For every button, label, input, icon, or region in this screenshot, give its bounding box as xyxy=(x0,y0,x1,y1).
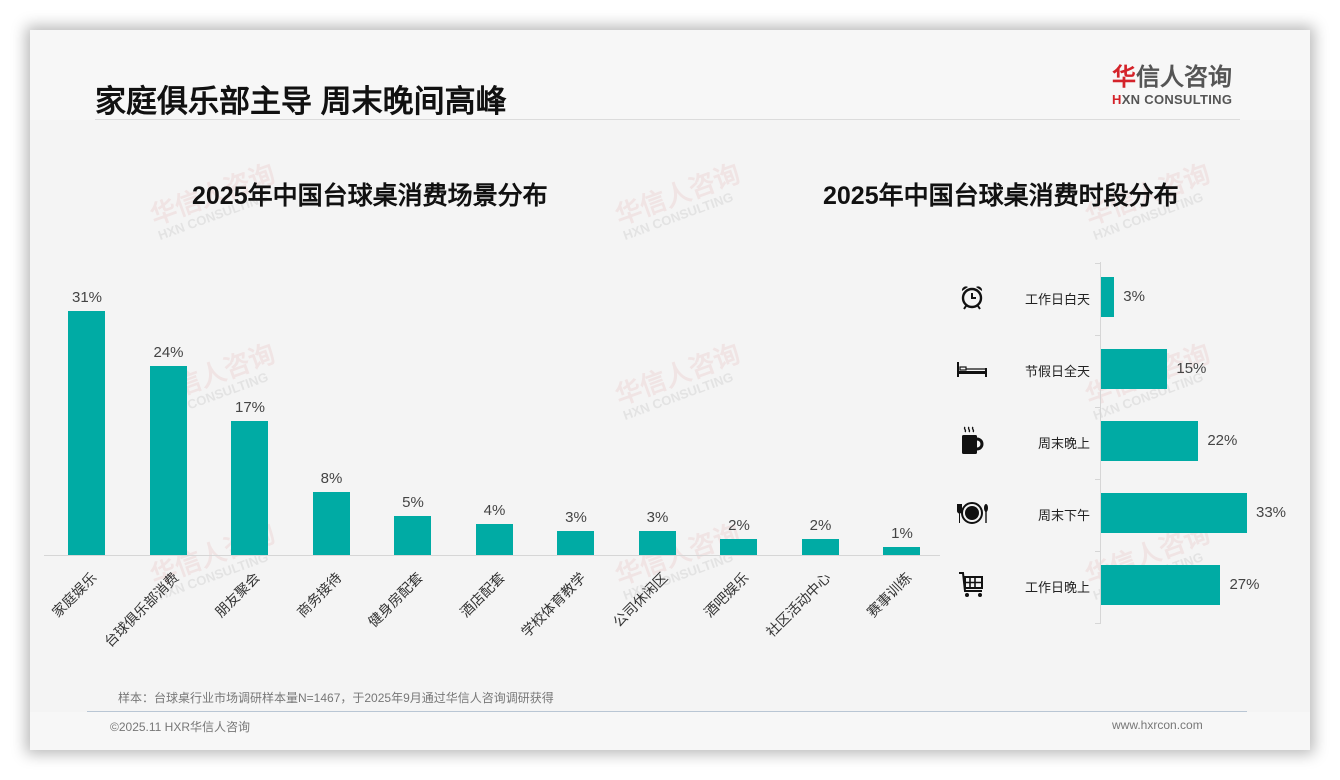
footer-band xyxy=(30,712,1310,750)
axis-tick xyxy=(1095,551,1100,552)
bar-value-label: 15% xyxy=(1176,360,1207,377)
bar xyxy=(801,539,839,555)
category-label: 台球俱乐部消费 xyxy=(100,569,182,650)
bar-value-label: 3% xyxy=(1123,288,1145,305)
plate-cutlery-icon xyxy=(950,498,994,528)
axis-tick xyxy=(1095,263,1100,264)
axis-tick xyxy=(1095,479,1100,480)
bar xyxy=(720,539,757,555)
bar xyxy=(1101,277,1115,317)
slide: 华信人咨询 HXN CONSULTING 华信人咨询 HXN CONSULTING … xyxy=(30,30,1310,750)
scene-bar-chart: 31% 家庭娱乐 24% 台球俱乐部消费 17% 朋友聚会 8% 商务接待 5% 健身房配套 4% 酒… xyxy=(44,270,944,670)
bar-value-label: 33% xyxy=(1256,504,1287,521)
alarm-clock-icon xyxy=(950,282,994,312)
bar xyxy=(394,515,431,555)
category-label: 工作日白天 xyxy=(1024,292,1090,307)
category-label: 健身房配套 xyxy=(364,569,426,631)
logo-mark: 华 xyxy=(1112,64,1136,91)
bar-value-label: 1% xyxy=(891,525,913,543)
bar xyxy=(883,547,920,555)
bar-value-label: 24% xyxy=(153,344,184,362)
axis-tick xyxy=(1095,623,1100,624)
header-band xyxy=(30,30,1310,120)
bar-value-label: 3% xyxy=(646,509,669,527)
axis-tick xyxy=(1095,407,1100,408)
x-axis-line xyxy=(44,555,940,556)
shopping-cart-icon xyxy=(950,570,994,600)
bar xyxy=(1101,565,1221,605)
bar xyxy=(231,421,268,555)
bar xyxy=(1101,493,1247,533)
title-divider xyxy=(95,119,1240,120)
bar xyxy=(312,492,350,555)
bar-value-label: 27% xyxy=(1229,576,1260,593)
bar-value-label: 3% xyxy=(565,509,587,527)
bar-value-label: 17% xyxy=(234,399,266,417)
category-label: 商务接待 xyxy=(293,569,345,621)
sample-note: 样本：台球桌行业市场调研样本量N=1467，于2025年9月通过华信人咨询调研获… xyxy=(118,691,554,705)
y-axis-line xyxy=(1100,262,1101,624)
footer-divider xyxy=(87,711,1247,712)
bar xyxy=(149,366,187,555)
category-label: 酒吧娱乐 xyxy=(700,569,752,621)
copyright-text: ©2025.11 HXR华信人咨询 xyxy=(110,720,250,734)
bar xyxy=(557,531,594,555)
category-label: 朋友聚会 xyxy=(211,569,263,621)
website-link[interactable]: www.hxrcon.com xyxy=(1112,718,1203,732)
bar-value-label: 2% xyxy=(809,517,832,535)
hot-mug-icon xyxy=(950,426,994,456)
bar-value-label: 31% xyxy=(71,289,103,306)
bar-value-label: 22% xyxy=(1207,432,1238,449)
category-label: 节假日全天 xyxy=(1024,364,1090,379)
bed-icon xyxy=(950,354,994,384)
category-label: 社区活动中心 xyxy=(762,569,834,641)
logo-en-mark: H xyxy=(1112,92,1122,107)
axis-tick xyxy=(1095,335,1100,336)
bar xyxy=(1101,349,1168,389)
bar xyxy=(68,311,105,555)
time-bar-chart: 3% 工作日白天 15% 节假日全天 22% 周末晚上 33% 周末下午 27% 工作日晚上 xyxy=(950,262,1290,632)
category-label: 家庭娱乐 xyxy=(48,569,100,621)
scene-chart-title: 2025年中国台球桌消费场景分布 xyxy=(192,182,548,210)
category-label: 周末晚上 xyxy=(1037,436,1090,451)
time-chart-title: 2025年中国台球桌消费时段分布 xyxy=(823,182,1179,210)
category-label: 酒店配套 xyxy=(456,569,508,621)
category-label: 赛事训练 xyxy=(863,569,915,621)
logo-name: 信人咨询 xyxy=(1136,64,1232,91)
brand-logo: 华信人咨询 HXN CONSULTING xyxy=(1112,64,1242,110)
bar-value-label: 8% xyxy=(320,470,343,488)
category-label: 学校体育教学 xyxy=(517,569,589,641)
bar xyxy=(475,523,513,555)
page-title: 家庭俱乐部主导 周末晚间高峰 xyxy=(95,84,507,119)
logo-en-name: XN CONSULTING xyxy=(1121,92,1233,107)
category-label: 公司休闲区 xyxy=(609,569,671,631)
bar-value-label: 2% xyxy=(728,517,750,535)
bar xyxy=(1101,421,1199,461)
category-label: 工作日晚上 xyxy=(1024,580,1090,595)
bar-value-label: 5% xyxy=(402,493,424,511)
bar xyxy=(638,531,676,555)
category-label: 周末下午 xyxy=(1037,508,1090,523)
bar-value-label: 4% xyxy=(483,501,506,519)
